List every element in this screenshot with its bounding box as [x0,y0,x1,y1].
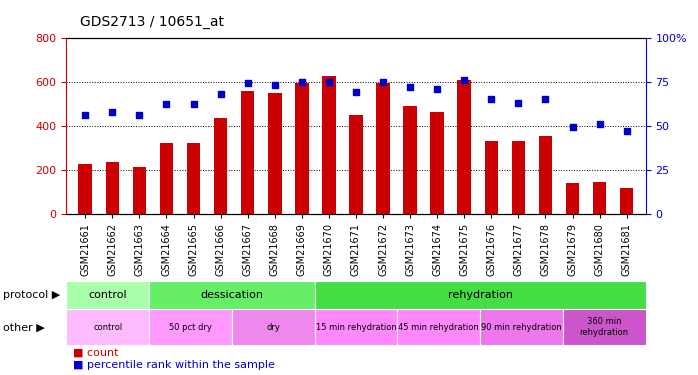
Bar [214,118,228,214]
Bar [105,162,119,214]
Text: ■ count: ■ count [73,348,119,358]
Text: dessication: dessication [200,290,263,300]
Text: ■ percentile rank within the sample: ■ percentile rank within the sample [73,360,275,370]
Bar [480,309,563,345]
Bar [403,106,417,214]
Point [323,79,334,85]
Bar [268,93,281,214]
Bar [566,183,579,214]
Point [107,108,118,114]
Point [296,79,307,85]
Point [431,86,443,92]
Bar [431,112,444,214]
Bar [315,309,397,345]
Point [459,77,470,83]
Text: 360 min
rehydration: 360 min rehydration [580,318,629,337]
Point [215,91,226,97]
Point [80,112,91,118]
Text: 90 min rehydration: 90 min rehydration [481,322,562,332]
Point [350,89,362,95]
Bar [160,143,173,214]
Text: 15 min rehydration: 15 min rehydration [315,322,396,332]
Bar [397,309,480,345]
Text: control: control [89,290,127,300]
Text: dry: dry [266,322,280,332]
Bar [149,281,315,309]
Point [567,124,578,130]
Text: protocol ▶: protocol ▶ [3,290,61,300]
Bar [133,168,146,214]
Bar [349,115,363,214]
Point [540,96,551,102]
Point [621,128,632,134]
Bar [620,188,634,214]
Bar [232,309,315,345]
Bar [315,281,646,309]
Bar [563,309,646,345]
Point [188,102,199,108]
Bar [241,92,255,214]
Bar [78,164,92,214]
Point [269,82,281,88]
Bar [149,309,232,345]
Text: 45 min rehydration: 45 min rehydration [399,322,479,332]
Point [486,96,497,102]
Bar [66,281,149,309]
Bar [457,81,471,214]
Bar [539,135,552,214]
Bar [187,143,200,214]
Bar [512,141,525,214]
Bar [484,141,498,214]
Text: other ▶: other ▶ [3,322,45,332]
Point [242,80,253,86]
Text: rehydration: rehydration [447,290,512,300]
Point [161,102,172,108]
Text: 50 pct dry: 50 pct dry [169,322,212,332]
Point [134,112,145,118]
Text: GDS2713 / 10651_at: GDS2713 / 10651_at [80,15,224,29]
Bar [593,182,607,214]
Point [378,79,389,85]
Point [405,84,416,90]
Bar [376,82,389,214]
Point [594,121,605,127]
Bar [295,82,309,214]
Point [513,100,524,106]
Bar [66,309,149,345]
Text: control: control [93,322,122,332]
Bar [322,76,336,214]
